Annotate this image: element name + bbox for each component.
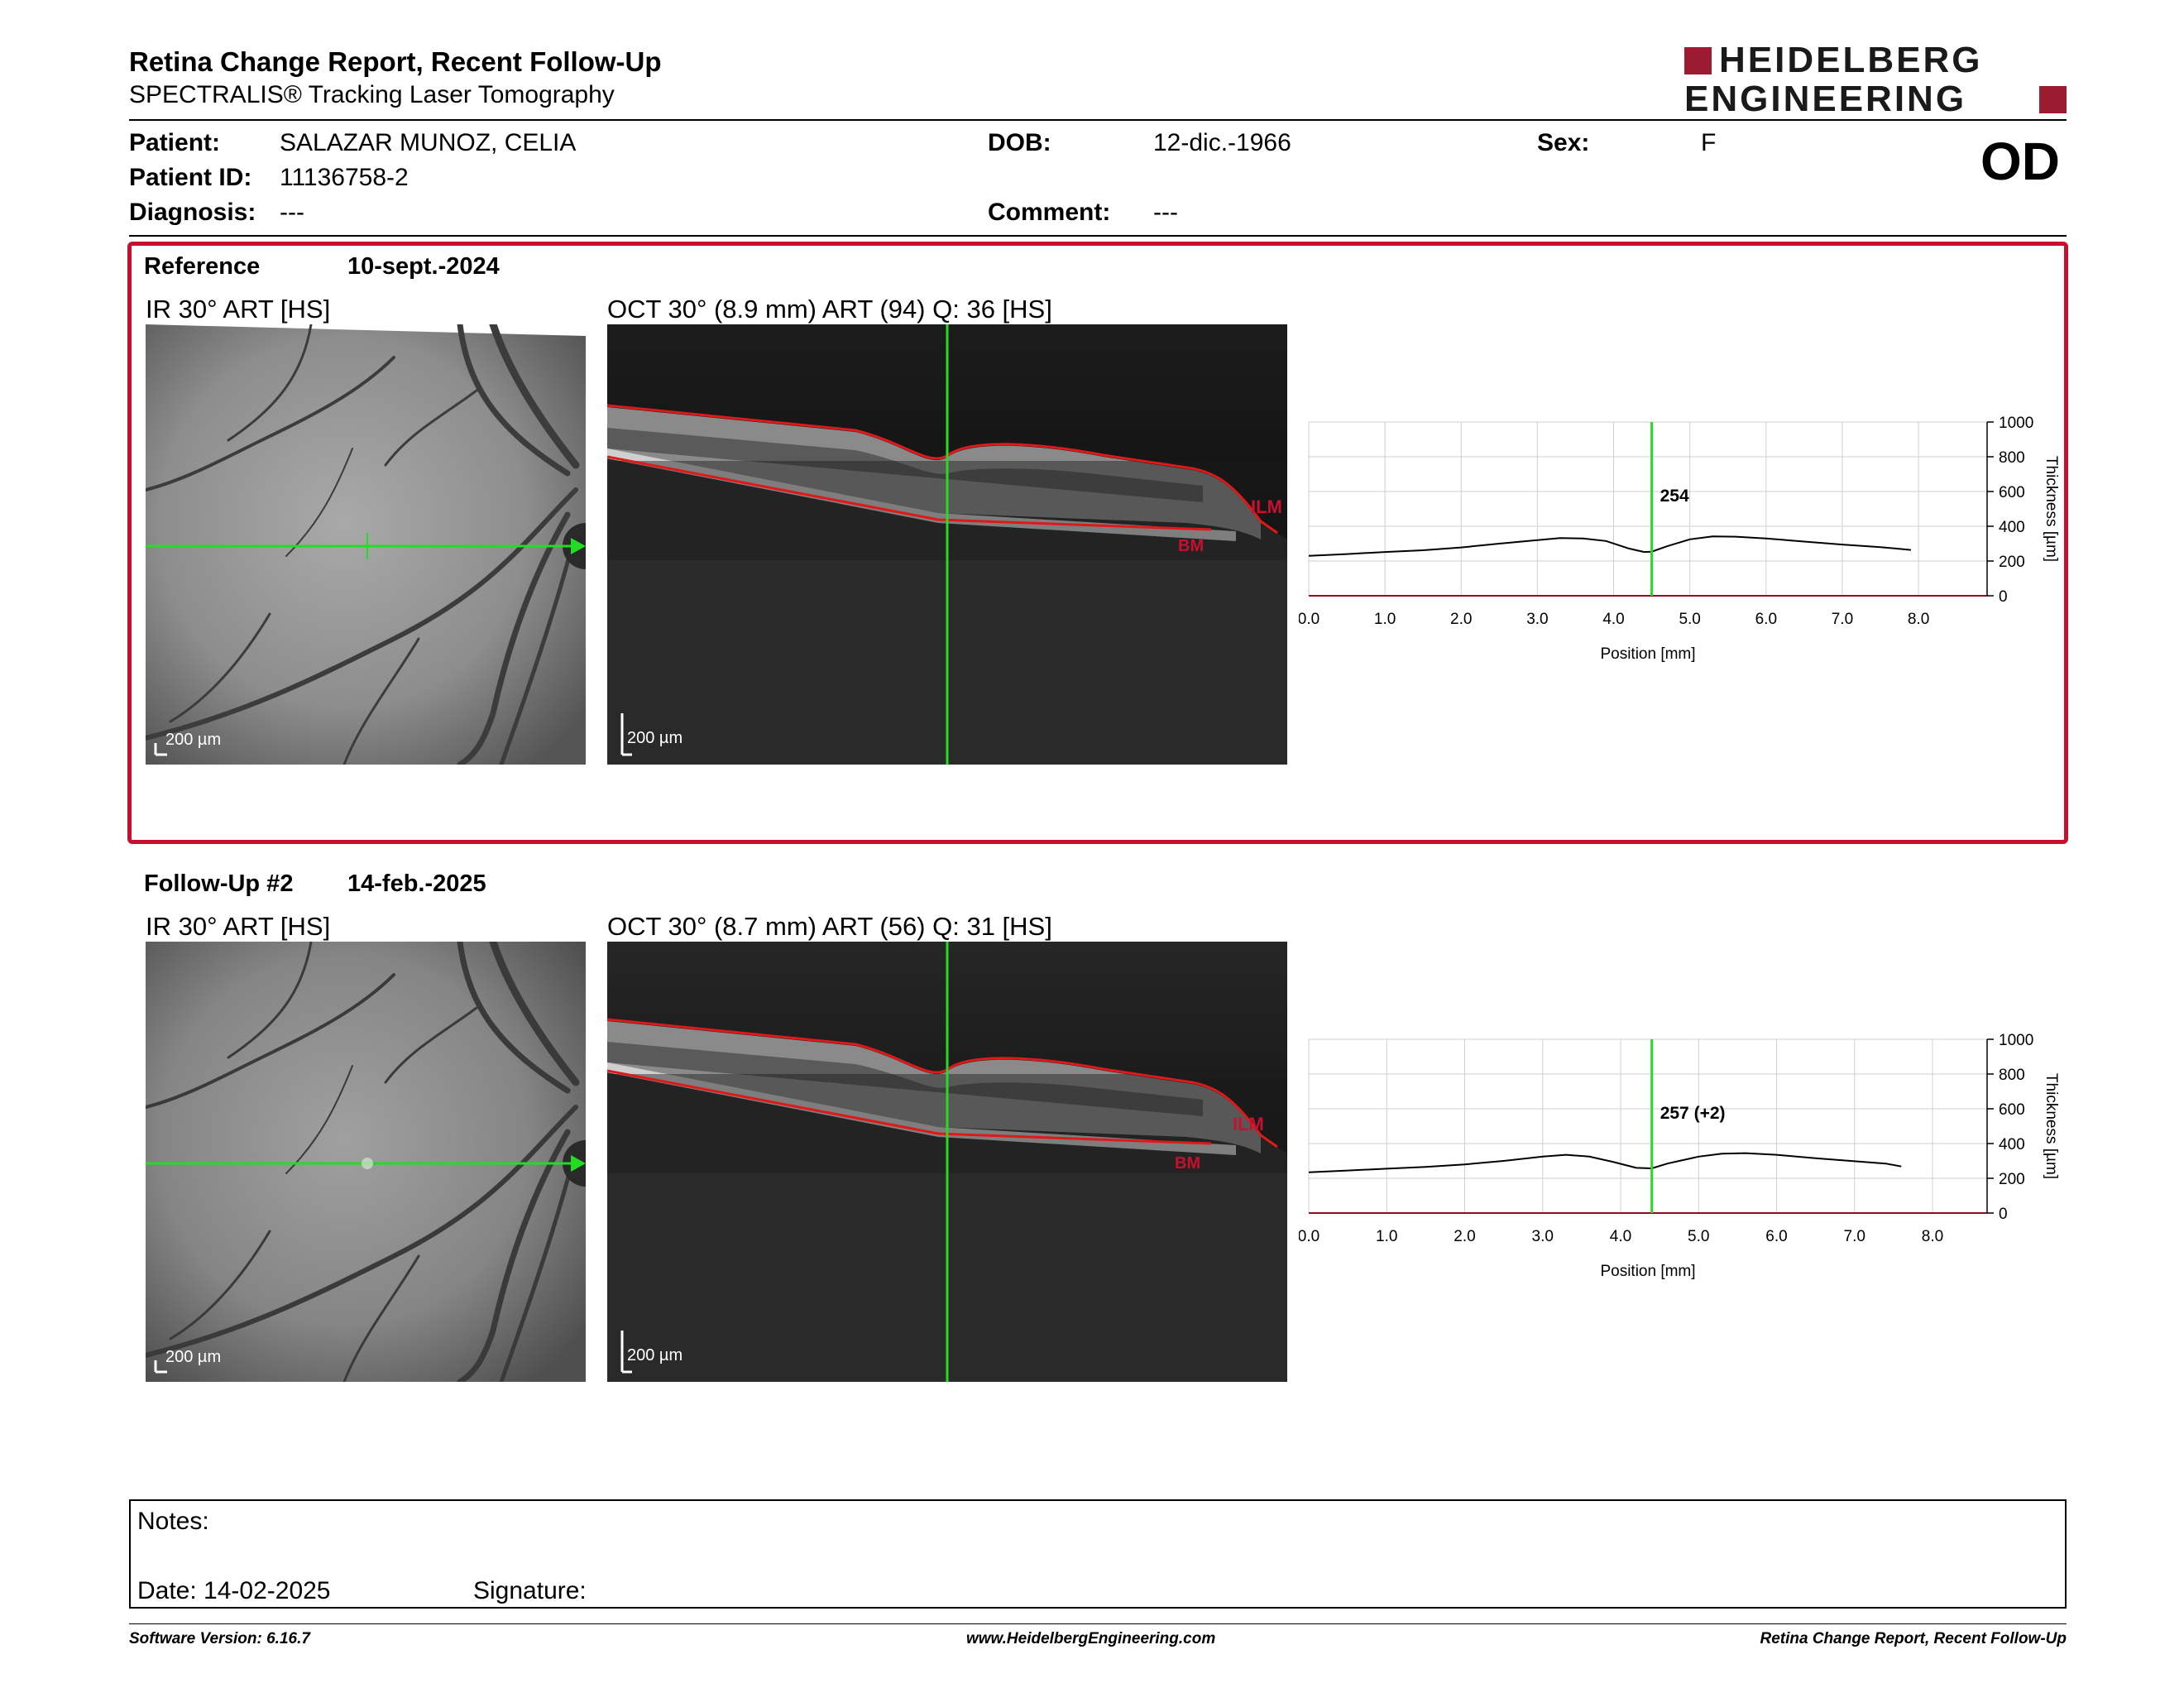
- x-tick-label: 7.0: [1832, 611, 1853, 628]
- reference-thickness-chart: 0 200 400 600 800 1000 0.0 1.0 2.0 3.0 4.0 5.0 6.0 7.…: [1299, 415, 2060, 663]
- reference-ir-scale: 200 µm: [165, 731, 221, 749]
- followup-thickness-chart: 0 200 400 600 800 1000 0.0 1.0 2.0 3.0 4.0 5.0 6.0 7.…: [1299, 1032, 2060, 1280]
- followup-oct-scale: 200 µm: [627, 1346, 682, 1364]
- eye-indicator: OD: [1980, 132, 2060, 191]
- followup-oct-title: OCT 30° (8.7 mm) ART (56) Q: 31 [HS]: [607, 912, 1052, 941]
- followup-bm-label: BM: [1175, 1154, 1200, 1172]
- y-tick-label: 200: [1999, 554, 2025, 571]
- sex-label: Sex:: [1537, 129, 1590, 156]
- followup-label: Follow-Up #2: [144, 870, 294, 897]
- patient-id-label: Patient ID:: [129, 164, 252, 191]
- y-tick-label: 800: [1999, 449, 2025, 467]
- comment-label: Comment:: [988, 199, 1111, 226]
- reference-ir-image: 200 µm: [146, 324, 586, 765]
- x-tick-label: 6.0: [1765, 1228, 1787, 1245]
- x-tick-label: 3.0: [1532, 1228, 1554, 1245]
- x-tick-label: 5.0: [1679, 611, 1700, 628]
- y-tick-label: 200: [1999, 1171, 2025, 1188]
- reference-bm-label: BM: [1178, 537, 1204, 555]
- x-tick-label: 4.0: [1610, 1228, 1631, 1245]
- logo-line-2: ENGINEERING: [1684, 79, 1967, 119]
- logo-square-bottom: [2039, 86, 2067, 113]
- notes-label: Notes:: [137, 1508, 209, 1535]
- patient-label: Patient:: [129, 129, 221, 156]
- followup-date: 14-feb.-2025: [347, 870, 486, 897]
- thickness-series-line: [1308, 1152, 1902, 1173]
- reference-frame: [127, 242, 2068, 844]
- y-tick-label: 0: [1999, 588, 2008, 606]
- report-subtitle: SPECTRALIS® Tracking Laser Tomography: [129, 81, 615, 108]
- notes-date: Date: 14-02-2025: [137, 1577, 331, 1604]
- report-title: Retina Change Report, Recent Follow-Up: [129, 46, 662, 77]
- reference-ilm-label: ILM: [1251, 496, 1282, 517]
- y-axis-label: Thickness [µm]: [2043, 1073, 2060, 1179]
- followup-ir-scale: 200 µm: [165, 1348, 221, 1366]
- y-tick-label: 1000: [1999, 1032, 2033, 1049]
- marker-value-label: 257 (+2): [1660, 1104, 1726, 1123]
- footer-version: Software Version: 6.16.7: [129, 1630, 310, 1647]
- reference-ir-title: IR 30° ART [HS]: [146, 295, 331, 324]
- signature-label: Signature:: [473, 1577, 587, 1604]
- reference-date: 10-sept.-2024: [347, 253, 500, 280]
- followup-ilm-label: ILM: [1233, 1114, 1264, 1134]
- followup-ir-image: 200 µm: [146, 942, 586, 1382]
- heidelberg-logo: HEIDELBERG ENGINEERING: [1684, 40, 2067, 119]
- y-tick-label: 1000: [1999, 415, 2033, 432]
- reference-oct-title: OCT 30° (8.9 mm) ART (94) Q: 36 [HS]: [607, 295, 1052, 324]
- x-tick-label: 7.0: [1844, 1228, 1866, 1245]
- x-tick-label: 4.0: [1602, 611, 1624, 628]
- footer-report: Retina Change Report, Recent Follow-Up: [1760, 1630, 2067, 1647]
- marker-value-label: 254: [1660, 487, 1689, 506]
- reference-oct-image: ILM BM 200 µm: [607, 324, 1287, 765]
- reference-oct-scale: 200 µm: [627, 729, 682, 747]
- x-axis-label: Position [mm]: [1600, 1263, 1695, 1280]
- y-tick-label: 600: [1999, 1101, 2025, 1119]
- x-tick-label: 8.0: [1922, 1228, 1943, 1245]
- notes-box: Notes: Date: 14-02-2025 Signature:: [129, 1499, 2067, 1609]
- y-tick-label: 600: [1999, 484, 2025, 501]
- x-tick-label: 2.0: [1450, 611, 1472, 628]
- footer-url: www.HeidelbergEngineering.com: [966, 1630, 1216, 1647]
- followup-ir-title: IR 30° ART [HS]: [146, 912, 331, 941]
- y-tick-label: 400: [1999, 1136, 2025, 1153]
- x-tick-label: 0.0: [1299, 1228, 1320, 1245]
- x-tick-label: 6.0: [1755, 611, 1777, 628]
- x-axis-label: Position [mm]: [1600, 645, 1695, 663]
- logo-square-top: [1684, 47, 1712, 74]
- diagnosis-label: Diagnosis:: [129, 199, 256, 226]
- dob-label: DOB:: [988, 129, 1051, 156]
- x-tick-label: 3.0: [1526, 611, 1548, 628]
- patient-name: SALAZAR MUNOZ, CELIA: [280, 129, 577, 156]
- comment-value: ---: [1153, 199, 1178, 226]
- header-divider: [129, 119, 2067, 121]
- x-tick-label: 1.0: [1374, 611, 1396, 628]
- dob-value: 12-dic.-1966: [1153, 129, 1291, 156]
- x-tick-label: 5.0: [1688, 1228, 1709, 1245]
- footer-divider: [129, 1623, 2067, 1624]
- x-tick-label: 2.0: [1454, 1228, 1475, 1245]
- y-tick-label: 0: [1999, 1206, 2008, 1223]
- thickness-series-line: [1308, 535, 1911, 557]
- x-tick-label: 8.0: [1908, 611, 1929, 628]
- sex-value: F: [1701, 129, 1717, 156]
- logo-line-1: HEIDELBERG: [1719, 40, 1983, 80]
- diagnosis-value: ---: [280, 199, 304, 226]
- patient-divider: [129, 235, 2067, 237]
- patient-id: 11136758-2: [280, 164, 409, 191]
- reference-label: Reference: [144, 253, 261, 280]
- x-tick-label: 1.0: [1376, 1228, 1397, 1245]
- y-tick-label: 400: [1999, 519, 2025, 536]
- y-tick-label: 800: [1999, 1067, 2025, 1084]
- followup-oct-image: ILM BM 200 µm: [607, 942, 1287, 1382]
- x-tick-label: 0.0: [1299, 611, 1320, 628]
- y-axis-label: Thickness [µm]: [2043, 456, 2060, 562]
